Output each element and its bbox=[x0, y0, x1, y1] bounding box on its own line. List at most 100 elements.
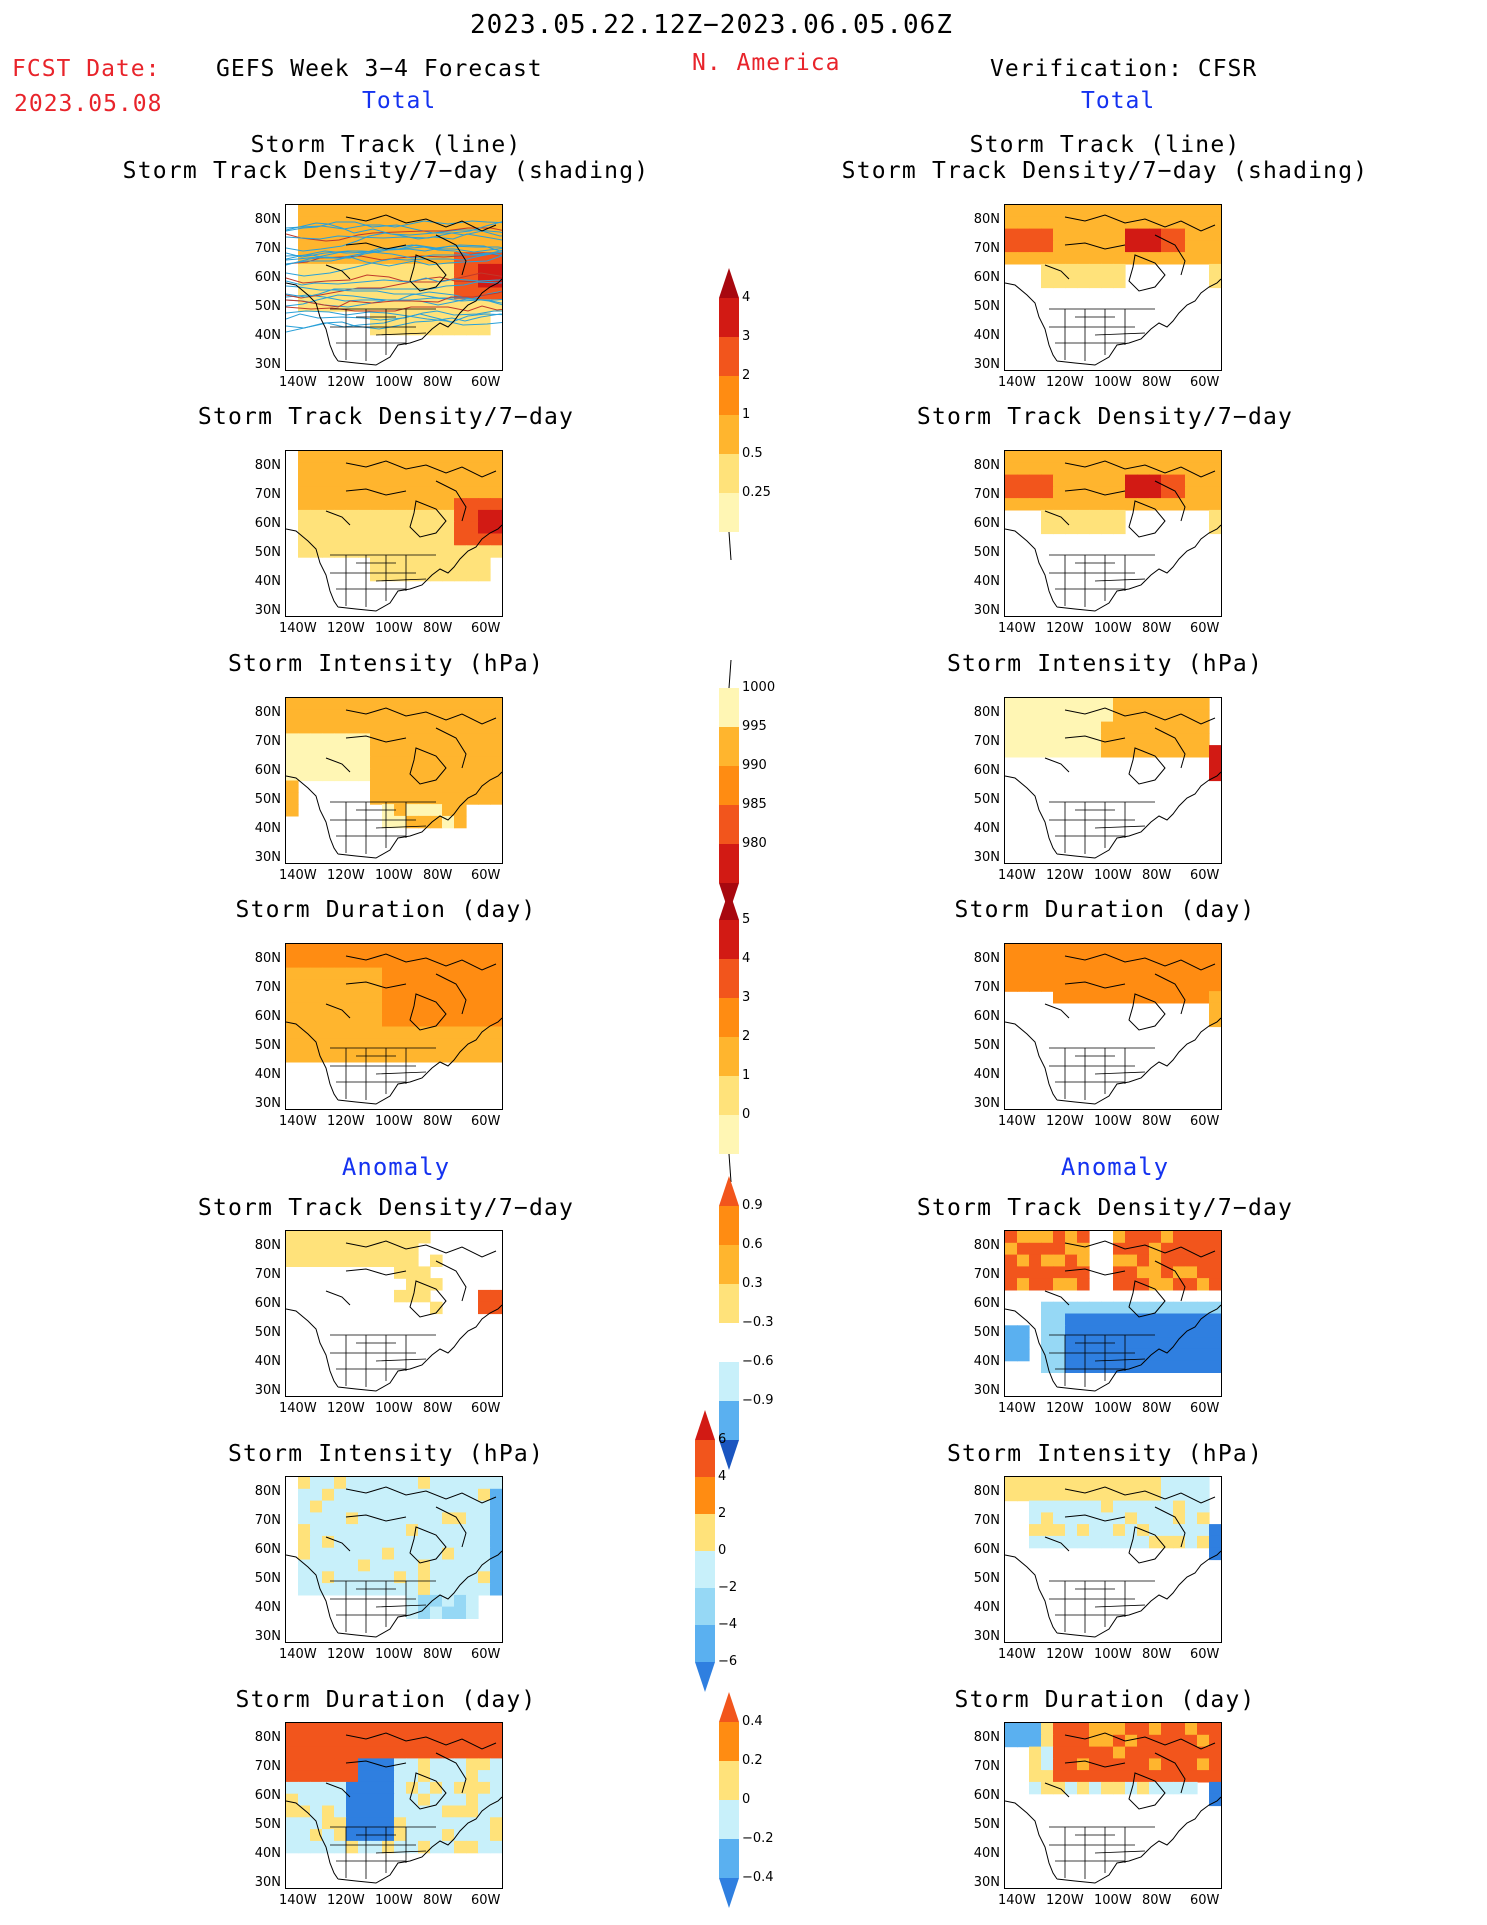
shade-cell bbox=[454, 1014, 467, 1028]
shade-cell bbox=[334, 205, 347, 218]
shade-cell bbox=[1005, 1477, 1018, 1490]
shade-cell bbox=[358, 698, 371, 711]
shade-cell bbox=[310, 1583, 323, 1596]
shade-cell bbox=[298, 1231, 311, 1244]
shade-cell bbox=[310, 1723, 323, 1736]
shade-cell bbox=[406, 815, 419, 829]
shade-cell bbox=[382, 568, 395, 582]
shade-cell bbox=[358, 1242, 371, 1256]
shade-cell bbox=[466, 792, 479, 805]
shade-cell bbox=[1065, 228, 1078, 241]
shade-cell bbox=[394, 521, 407, 535]
shade-cell bbox=[370, 955, 383, 969]
shade-cell bbox=[418, 568, 431, 582]
title-track-line-left: Storm Track (line) bbox=[250, 132, 522, 158]
shade-cell bbox=[1185, 1313, 1198, 1326]
shade-cell bbox=[478, 1840, 491, 1854]
shade-cell bbox=[1005, 252, 1018, 265]
shade-cell bbox=[1185, 228, 1198, 241]
shade-cell bbox=[1137, 1242, 1150, 1256]
shade-cell bbox=[1041, 721, 1054, 734]
shade-cell bbox=[1185, 991, 1198, 1004]
shade-cell bbox=[1053, 1488, 1066, 1502]
shade-cell bbox=[310, 451, 323, 464]
shade-cell bbox=[406, 1477, 419, 1490]
shade-cell bbox=[490, 1571, 502, 1584]
shade-cell bbox=[454, 1793, 467, 1807]
shade-cell bbox=[442, 1559, 455, 1572]
latitude-label: 80N bbox=[254, 1484, 281, 1499]
shade-cell bbox=[406, 462, 419, 476]
shade-cell bbox=[370, 1805, 383, 1818]
shade-cell bbox=[430, 533, 443, 546]
shade-cell bbox=[1113, 521, 1126, 535]
shade-cell bbox=[1005, 955, 1018, 969]
shade-cell bbox=[334, 228, 347, 241]
shade-cell bbox=[1137, 474, 1150, 487]
shade-cell bbox=[406, 709, 419, 723]
shade-cell bbox=[1065, 1477, 1078, 1490]
shade-cell bbox=[1041, 1348, 1054, 1362]
shade-cell bbox=[1053, 252, 1066, 265]
shade-cell bbox=[334, 1746, 347, 1759]
shade-cell bbox=[1029, 462, 1042, 476]
title-track-line-right: Storm Track (line) bbox=[969, 132, 1241, 158]
shade-cell bbox=[1041, 240, 1054, 253]
colorbar-segment bbox=[695, 1477, 715, 1514]
shade-cell bbox=[1197, 1254, 1210, 1267]
shade-cell bbox=[1161, 1278, 1174, 1291]
shade-cell bbox=[490, 991, 502, 1004]
state-borders bbox=[1049, 308, 1155, 361]
shade-cell bbox=[478, 1746, 491, 1759]
shade-cell bbox=[418, 1026, 431, 1039]
shade-cell bbox=[1077, 228, 1090, 241]
shade-cell bbox=[466, 1026, 479, 1039]
map-canvas bbox=[286, 698, 502, 859]
shade-cell bbox=[1029, 955, 1042, 969]
shade-cell bbox=[334, 721, 347, 734]
storm-track-line bbox=[286, 281, 502, 298]
shade-cell bbox=[1089, 498, 1102, 511]
storm-track-line bbox=[286, 272, 502, 284]
shade-cell bbox=[394, 474, 407, 487]
shade-cell bbox=[466, 1781, 479, 1795]
colorbar-segment bbox=[719, 805, 739, 844]
shade-cell bbox=[430, 322, 443, 336]
shade-cell bbox=[430, 944, 443, 957]
shade-cell bbox=[1053, 1254, 1066, 1267]
shade-cell bbox=[1161, 1723, 1174, 1736]
shade-cell bbox=[1053, 228, 1066, 241]
shade-cell bbox=[358, 451, 371, 464]
shade-cell bbox=[1197, 1535, 1210, 1549]
shade-cell bbox=[1137, 698, 1150, 711]
shade-cell bbox=[1149, 1266, 1162, 1279]
shade-cell bbox=[1113, 944, 1126, 957]
shade-cell bbox=[430, 1829, 443, 1842]
shade-cell bbox=[1137, 228, 1150, 241]
shade-cell bbox=[490, 1583, 502, 1596]
shade-cell bbox=[1197, 721, 1210, 734]
shade-cell bbox=[430, 815, 443, 829]
shade-cell bbox=[1161, 721, 1174, 734]
shade-cell bbox=[1029, 1770, 1042, 1783]
shade-cell bbox=[394, 1002, 407, 1016]
shade-cell bbox=[478, 1477, 491, 1490]
shade-cell bbox=[1149, 1337, 1162, 1350]
shade-cell bbox=[1089, 1325, 1102, 1338]
shade-cell bbox=[298, 955, 311, 969]
shade-cell bbox=[1149, 1723, 1162, 1736]
shade-cell bbox=[1005, 240, 1018, 253]
shade-cell bbox=[406, 568, 419, 582]
shade-cell bbox=[1101, 252, 1114, 265]
colorbar-segment bbox=[719, 1761, 739, 1800]
longitude-label: 100W bbox=[1094, 868, 1132, 883]
shade-cell bbox=[346, 1254, 359, 1267]
shade-cell bbox=[370, 745, 383, 758]
coastline bbox=[1005, 707, 1221, 859]
shade-cell bbox=[406, 1002, 419, 1016]
longitude-label: 100W bbox=[375, 1114, 413, 1129]
shade-cell bbox=[346, 1770, 359, 1783]
latitude-label: 40N bbox=[254, 574, 281, 589]
shade-cell bbox=[1017, 474, 1030, 487]
shade-cell bbox=[466, 1723, 479, 1736]
